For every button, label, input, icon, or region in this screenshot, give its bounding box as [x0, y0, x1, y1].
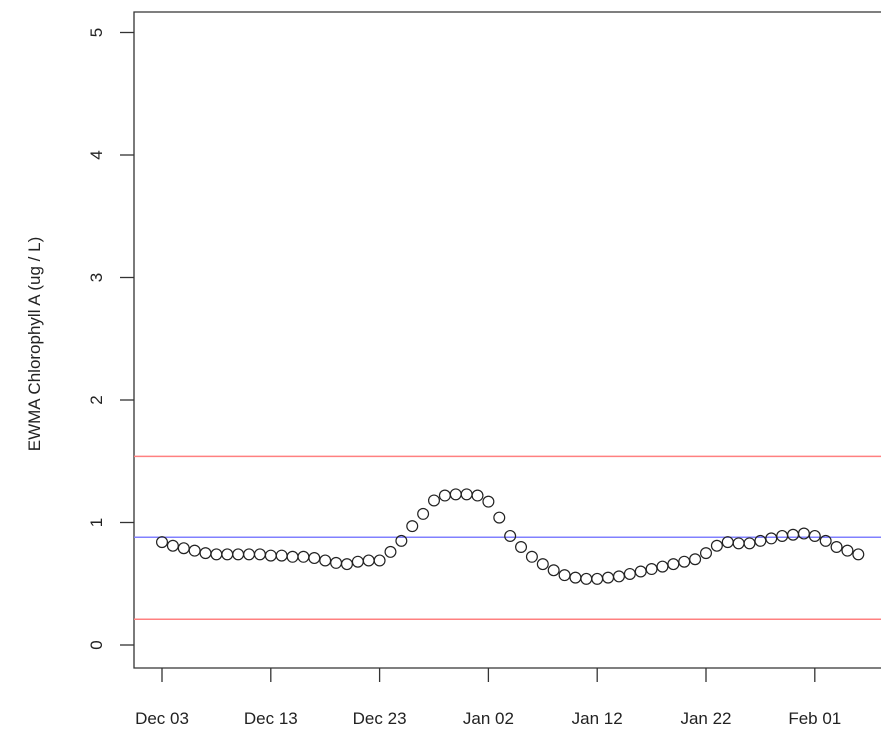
data-point — [199, 547, 212, 560]
data-point — [373, 554, 386, 567]
data-point — [689, 553, 702, 566]
x-axis: Dec 03 Dec 13 Dec 23 Jan 02 Jan 12 Jan 22 Feb … — [135, 668, 841, 728]
x-tick-label: Dec 23 — [353, 709, 407, 728]
data-point — [232, 548, 245, 561]
data-point — [558, 569, 571, 582]
data-point — [699, 547, 712, 560]
data-point — [830, 540, 843, 553]
data-point — [819, 534, 832, 547]
data-point — [678, 555, 691, 568]
data-point — [482, 495, 495, 508]
data-point — [438, 489, 451, 502]
data-point — [841, 544, 854, 557]
y-axis: 0 1 2 3 4 5 — [87, 28, 134, 650]
data-point — [743, 537, 756, 550]
data-point — [471, 489, 484, 502]
data-point — [406, 520, 419, 533]
data-point — [667, 558, 680, 571]
data-point — [319, 554, 332, 567]
data-point — [330, 556, 343, 569]
data-point — [612, 570, 625, 583]
data-point — [210, 548, 223, 561]
data-point — [656, 560, 669, 573]
data-point — [776, 529, 789, 542]
data-point — [721, 536, 734, 549]
data-point — [460, 488, 473, 501]
data-point — [765, 532, 778, 545]
plot-border — [133, 11, 881, 669]
control-lines — [134, 455, 881, 621]
data-point — [623, 567, 636, 580]
data-point — [308, 552, 321, 565]
data-point — [754, 534, 767, 547]
x-tick-label: Dec 13 — [244, 709, 298, 728]
data-point — [525, 550, 538, 563]
data-point — [710, 539, 723, 552]
y-tick-label: 5 — [87, 28, 106, 37]
data-point — [732, 537, 745, 550]
data-point — [787, 528, 800, 541]
y-tick-label: 1 — [87, 518, 106, 527]
data-point — [645, 563, 658, 576]
data-point — [504, 529, 517, 542]
data-point — [602, 571, 615, 584]
x-tick-label: Dec 03 — [135, 709, 189, 728]
y-tick-label: 2 — [87, 395, 106, 404]
data-point — [591, 572, 604, 585]
data-point — [580, 572, 593, 585]
x-tick-label: Jan 02 — [463, 709, 514, 728]
data-point — [351, 555, 364, 568]
data-point — [264, 549, 277, 562]
data-point — [166, 539, 179, 552]
data-point — [395, 534, 408, 547]
y-tick-label: 3 — [87, 273, 106, 282]
data-point — [384, 545, 397, 558]
data-point — [177, 542, 190, 555]
data-point — [536, 558, 549, 571]
data-point — [547, 564, 560, 577]
x-tick-label: Jan 12 — [572, 709, 623, 728]
data-points — [156, 488, 865, 585]
y-tick-label: 4 — [87, 150, 106, 159]
data-point — [275, 549, 288, 562]
data-point — [808, 529, 821, 542]
data-point — [297, 550, 310, 563]
data-point — [243, 548, 256, 561]
data-point — [253, 548, 266, 561]
data-point — [156, 536, 169, 549]
data-point — [569, 571, 582, 584]
y-tick-label: 0 — [87, 640, 106, 649]
x-tick-label: Jan 22 — [680, 709, 731, 728]
data-point — [428, 494, 441, 507]
data-point — [493, 511, 506, 524]
data-point — [362, 554, 375, 567]
x-tick-label: Feb 01 — [788, 709, 841, 728]
data-point — [515, 540, 528, 553]
data-point — [286, 550, 299, 563]
data-point — [221, 548, 234, 561]
y-axis-title: EWMA Chlorophyll A (ug / L) — [25, 237, 44, 451]
data-point — [449, 488, 462, 501]
plot-frame — [133, 11, 881, 669]
data-point — [417, 507, 430, 520]
data-point — [634, 565, 647, 578]
data-point — [852, 548, 865, 561]
data-point — [797, 527, 810, 540]
data-point — [188, 544, 201, 557]
data-point — [340, 558, 353, 571]
